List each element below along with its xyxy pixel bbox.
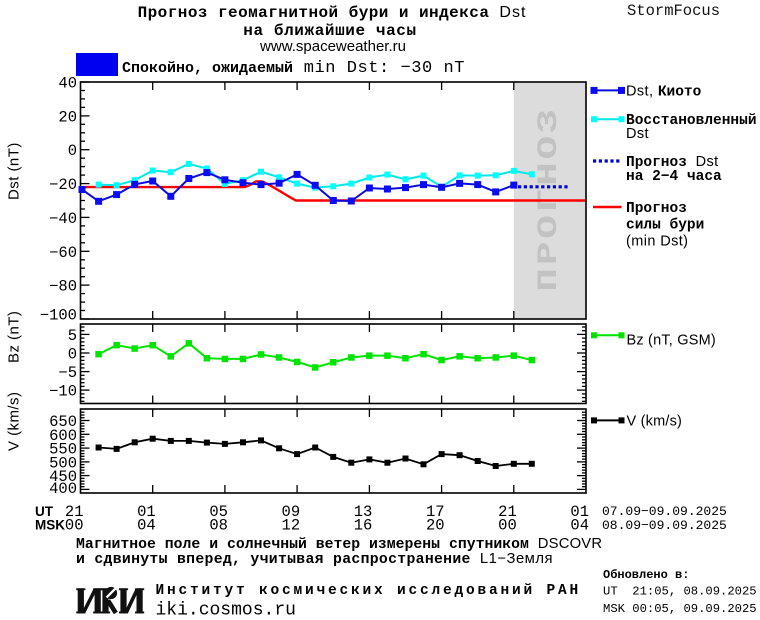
svg-text:V (km/s): V (km/s) <box>6 392 23 451</box>
svg-text:Прогноз Dst: Прогноз Dst <box>626 154 719 171</box>
svg-text:12: 12 <box>282 517 301 535</box>
svg-text:ПРОГНОЗ: ПРОГНОЗ <box>534 106 565 291</box>
svg-text:StormFocus: StormFocus <box>627 2 720 20</box>
svg-text:0: 0 <box>68 346 77 364</box>
svg-text:Магнитное поле и солнечный вет: Магнитное поле и солнечный ветер измерен… <box>76 536 602 553</box>
svg-text:08.09−09.09.2025: 08.09−09.09.2025 <box>602 518 727 533</box>
svg-text:−10: −10 <box>49 383 77 401</box>
svg-text:00: 00 <box>65 517 84 535</box>
svg-text:на 2−4 часа: на 2−4 часа <box>626 169 722 185</box>
svg-text:−80: −80 <box>49 278 77 296</box>
svg-text:01: 01 <box>570 503 589 521</box>
svg-text:0: 0 <box>68 142 77 160</box>
svg-text:00: 00 <box>498 517 517 535</box>
svg-text:iki.cosmos.ru: iki.cosmos.ru <box>156 601 296 620</box>
svg-text:01: 01 <box>137 503 156 521</box>
svg-text:www.spaceweather.ru: www.spaceweather.ru <box>259 38 406 55</box>
svg-text:UT 21:05, 08.09.2025: UT 21:05, 08.09.2025 <box>603 585 757 599</box>
svg-text:450: 450 <box>49 468 77 486</box>
svg-text:20: 20 <box>426 517 445 535</box>
svg-text:−100: −100 <box>40 307 77 325</box>
svg-text:Dst (nT): Dst (nT) <box>6 142 23 200</box>
svg-text:600: 600 <box>49 427 77 445</box>
svg-text:на ближайшие часы: на ближайшие часы <box>243 22 416 40</box>
svg-text:и сдвинуты вперед, учитывая ра: и сдвинуты вперед, учитывая распростране… <box>76 551 553 568</box>
svg-text:−20: −20 <box>49 176 77 194</box>
svg-text:Bz (nT): Bz (nT) <box>6 311 23 363</box>
svg-text:04: 04 <box>137 517 156 535</box>
svg-text:21: 21 <box>65 503 84 521</box>
svg-text:500: 500 <box>49 454 77 472</box>
svg-text:UT: UT <box>35 504 54 519</box>
svg-text:17: 17 <box>426 503 445 521</box>
svg-text:Прогноз геомагнитной бури и ин: Прогноз геомагнитной бури и индекса Dst <box>138 4 527 22</box>
svg-text:V (km/s): V (km/s) <box>627 413 683 429</box>
svg-text:Восстановленный: Восстановленный <box>626 113 757 129</box>
svg-text:13: 13 <box>354 503 373 521</box>
svg-text:Спокойно, ожидаемый min Dst: −: Спокойно, ожидаемый min Dst: −30 nT <box>122 59 465 78</box>
svg-text:−40: −40 <box>49 210 77 228</box>
svg-text:(min Dst): (min Dst) <box>626 234 688 250</box>
svg-text:08: 08 <box>209 517 228 535</box>
svg-text:20: 20 <box>58 108 77 126</box>
svg-text:MSK 00:05, 09.09.2025: MSK 00:05, 09.09.2025 <box>603 602 757 616</box>
svg-text:21: 21 <box>498 503 517 521</box>
svg-text:5: 5 <box>68 327 77 345</box>
svg-text:Bz (nT, GSM): Bz (nT, GSM) <box>627 333 716 349</box>
svg-text:550: 550 <box>49 441 77 459</box>
svg-text:Институт космических исследова: Институт космических исследований РАН <box>156 583 582 599</box>
svg-text:силы бури: силы бури <box>626 218 704 234</box>
svg-text:40: 40 <box>58 75 77 93</box>
svg-text:Прогноз: Прогноз <box>626 201 687 217</box>
svg-text:Обновлено в:: Обновлено в: <box>603 567 689 582</box>
svg-text:Dst, Киото: Dst, Киото <box>626 83 702 100</box>
svg-text:05: 05 <box>209 503 228 521</box>
svg-text:16: 16 <box>354 517 373 535</box>
svg-text:MSK: MSK <box>35 518 65 533</box>
svg-text:09: 09 <box>282 503 301 521</box>
svg-text:−5: −5 <box>58 364 77 382</box>
svg-text:04: 04 <box>570 517 589 535</box>
svg-text:07.09−09.09.2025: 07.09−09.09.2025 <box>602 504 727 519</box>
svg-text:−60: −60 <box>49 244 77 262</box>
svg-text:650: 650 <box>49 413 77 431</box>
svg-text:Dst: Dst <box>626 126 649 142</box>
svg-text:400: 400 <box>49 480 77 498</box>
